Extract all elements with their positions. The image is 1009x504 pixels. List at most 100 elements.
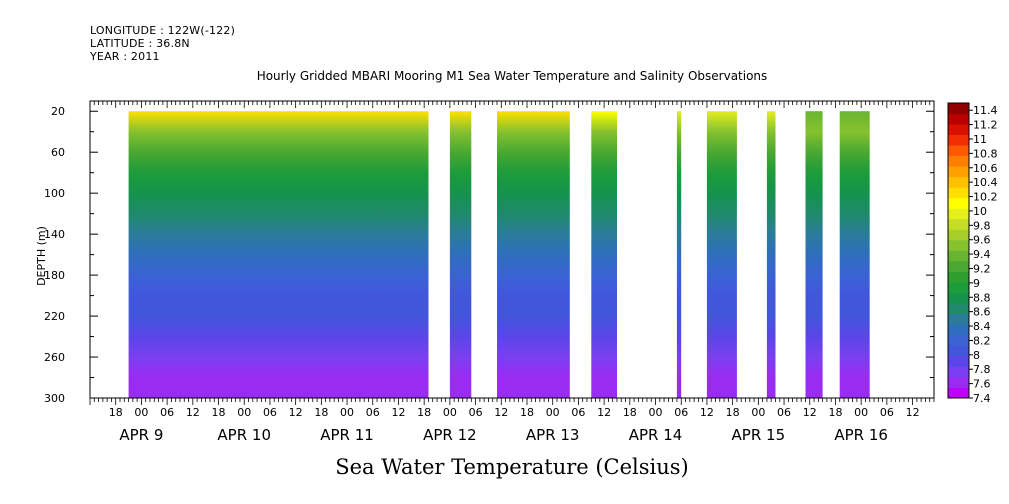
colorbar-label: 8.4: [973, 320, 991, 333]
colorbar-swatch: [948, 145, 969, 157]
x-date-label: APR 10: [217, 426, 271, 444]
x-date-label: APR 11: [320, 426, 374, 444]
colorbar-swatch: [948, 282, 969, 294]
colorbar-swatch: [948, 355, 969, 367]
x-hour-label: 06: [571, 406, 585, 419]
x-hour-label: 06: [263, 406, 277, 419]
data-segment: [497, 111, 570, 398]
x-hour-label: 06: [160, 406, 174, 419]
x-date-label: APR 16: [834, 426, 888, 444]
x-hour-label: 12: [391, 406, 405, 419]
colorbar-swatch: [948, 176, 969, 188]
colorbar-swatch: [948, 187, 969, 199]
x-hour-label: 12: [700, 406, 714, 419]
colorbar-label: 7.8: [973, 363, 991, 376]
colorbar-label: 8: [973, 349, 980, 362]
colorbar-swatch: [948, 229, 969, 241]
x-hour-label: 06: [366, 406, 380, 419]
longitude-label: LONGITUDE : 122W(-122): [90, 24, 236, 37]
colorbar-swatch: [948, 113, 969, 125]
axes: 20 60 100 140 180 220 260 300 18 00 06 12 18 00 06 12 18…: [44, 100, 935, 444]
y-tick-label: 100: [44, 187, 65, 200]
colorbar-label: 9: [973, 277, 980, 290]
year-label: YEAR : 2011: [90, 50, 160, 63]
x-hour-label: 06: [674, 406, 688, 419]
y-axis-label: DEPTH (m): [35, 226, 48, 286]
y-tick-label: 260: [44, 351, 65, 364]
x-hour-label: 12: [906, 406, 920, 419]
x-hour-label: 12: [597, 406, 611, 419]
colorbar-label: 11: [973, 133, 987, 146]
y-tick-label: 60: [51, 146, 65, 159]
data-segment: [591, 111, 617, 398]
colorbar-swatch: [948, 239, 969, 251]
y-tick-label: 180: [44, 269, 65, 282]
colorbar-swatch: [948, 345, 969, 357]
y-tick-label: 220: [44, 310, 65, 323]
data-segment: [706, 111, 737, 398]
x-hour-label: 12: [289, 406, 303, 419]
x-hour-label: 18: [828, 406, 842, 419]
y-tick-label: 300: [44, 392, 65, 405]
colorbar-swatch: [948, 124, 969, 136]
colorbar-swatch: [948, 334, 969, 346]
x-hour-label: 00: [134, 406, 148, 419]
x-hour-label: 00: [443, 406, 457, 419]
x-hour-label: 00: [649, 406, 663, 419]
colorbar-label: 8.6: [973, 306, 991, 319]
data-segment: [449, 111, 472, 398]
colorbar-label: 11.2: [973, 119, 998, 132]
colorbar-label: 8.8: [973, 291, 991, 304]
data-segment: [676, 111, 682, 398]
x-hour-label: 18: [417, 406, 431, 419]
colorbar-swatch: [948, 366, 969, 378]
colorbar-swatch: [948, 376, 969, 388]
colorbar-swatch: [948, 208, 969, 220]
x-hour-label: 18: [212, 406, 226, 419]
colorbar-frame: [947, 102, 970, 399]
colorbar-swatch: [948, 324, 969, 336]
plot-area: [128, 111, 870, 398]
colorbar-label: 11.4: [973, 104, 998, 117]
y-tick-label: 20: [51, 105, 65, 118]
colorbar-label: 10: [973, 205, 987, 218]
colorbar-label: 10.8: [973, 147, 998, 160]
data-segment: [839, 111, 870, 398]
x-hour-label: 18: [623, 406, 637, 419]
x-hour-label: 18: [109, 406, 123, 419]
x-date-label: APR 14: [629, 426, 683, 444]
x-hour-label: 06: [880, 406, 894, 419]
colorbar-swatch: [948, 155, 969, 167]
colorbar-label: 7.6: [973, 378, 991, 391]
chart-title: Hourly Gridded MBARI Mooring M1 Sea Wate…: [257, 69, 768, 83]
x-hour-label: 00: [237, 406, 251, 419]
colorbar-label: 10.4: [973, 176, 998, 189]
data-segment: [128, 111, 429, 398]
colorbar-swatch: [948, 166, 969, 178]
x-hour-label: 18: [314, 406, 328, 419]
x-hour-label: 00: [546, 406, 560, 419]
colorbar-swatch: [948, 313, 969, 325]
x-hour-label: 00: [340, 406, 354, 419]
x-date-label: APR 12: [423, 426, 477, 444]
x-hour-label: 00: [854, 406, 868, 419]
colorbar-swatch: [948, 261, 969, 272]
data-segment: [766, 111, 776, 398]
colorbar-label: 10.6: [973, 162, 998, 175]
colorbar-label: 9.6: [973, 234, 991, 247]
colorbar-swatch: [948, 250, 969, 262]
colorbar-title: Sea Water Temperature (Celsius): [335, 455, 689, 479]
colorbar-label: 9.8: [973, 219, 991, 232]
colorbar-swatch: [948, 271, 969, 283]
x-hour-label: 18: [520, 406, 534, 419]
x-hour-label: 18: [726, 406, 740, 419]
x-hour-label: 12: [186, 406, 200, 419]
colorbar-swatch: [948, 134, 969, 146]
x-hour-label: 12: [803, 406, 817, 419]
colorbar-label: 8.2: [973, 334, 991, 347]
y-tick-label: 140: [44, 228, 65, 241]
colorbar-label: 9.4: [973, 248, 991, 261]
colorbar-label: 9.2: [973, 262, 991, 275]
